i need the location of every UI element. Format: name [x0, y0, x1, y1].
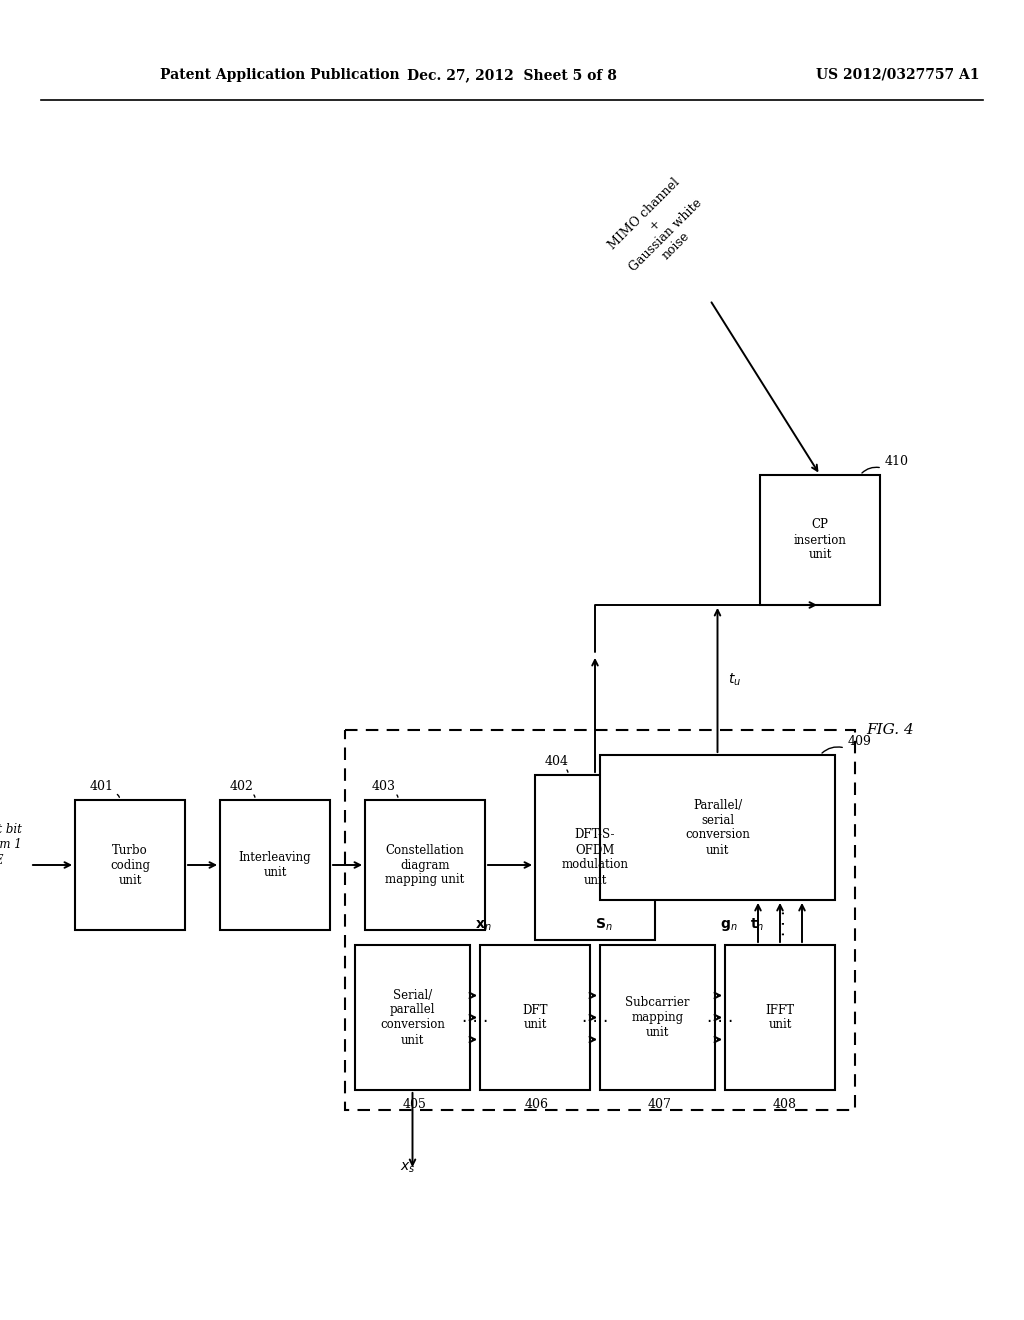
Bar	[480, 945, 590, 1090]
Text: Input bit
stream 1
UE: Input bit stream 1 UE	[0, 824, 22, 866]
Text: . . .: . . .	[582, 1008, 608, 1027]
Text: $\mathbf{x}_n$: $\mathbf{x}_n$	[475, 919, 492, 933]
Text: DFT
unit: DFT unit	[522, 1003, 548, 1031]
Text: US 2012/0327757 A1: US 2012/0327757 A1	[816, 69, 980, 82]
Text: . . .: . . .	[462, 1008, 488, 1027]
Text: 401: 401	[90, 780, 114, 793]
Text: Parallel/
serial
conversion
unit: Parallel/ serial conversion unit	[685, 799, 750, 857]
Text: $\mathbf{t}_n$: $\mathbf{t}_n$	[750, 916, 764, 933]
Text: MIMO channel
+
Gaussian white
noise: MIMO channel + Gaussian white noise	[605, 176, 715, 285]
Bar	[220, 800, 330, 931]
Text: 404: 404	[545, 755, 569, 768]
Text: Patent Application Publication: Patent Application Publication	[160, 69, 399, 82]
Text: FIG. 4: FIG. 4	[866, 723, 913, 737]
Bar	[75, 800, 185, 931]
Text: Dec. 27, 2012  Sheet 5 of 8: Dec. 27, 2012 Sheet 5 of 8	[408, 69, 616, 82]
Text: 407: 407	[648, 1098, 672, 1111]
Text: $x_s$: $x_s$	[399, 1160, 415, 1175]
Text: Serial/
parallel
conversion
unit: Serial/ parallel conversion unit	[380, 989, 445, 1047]
Bar	[355, 945, 470, 1090]
Text: CP
insertion
unit: CP insertion unit	[794, 519, 847, 561]
Bar	[535, 775, 655, 940]
Text: $\mathbf{S}_n$: $\mathbf{S}_n$	[595, 916, 612, 933]
Text: Subcarrier
mapping
unit: Subcarrier mapping unit	[626, 997, 690, 1039]
Text: IFFT
unit: IFFT unit	[765, 1003, 795, 1031]
Text: 403: 403	[372, 780, 396, 793]
Text: 406: 406	[525, 1098, 549, 1111]
Text: $\mathbf{g}_n$: $\mathbf{g}_n$	[720, 917, 737, 933]
Bar	[600, 945, 715, 1090]
Text: 402: 402	[230, 780, 254, 793]
Text: 409: 409	[848, 735, 871, 748]
Text: Constellation
diagram
mapping unit: Constellation diagram mapping unit	[385, 843, 465, 887]
Text: Interleaving
unit: Interleaving unit	[239, 851, 311, 879]
Text: $t_u$: $t_u$	[727, 672, 740, 688]
Text: 410: 410	[885, 455, 909, 469]
Text: 408: 408	[773, 1098, 797, 1111]
Bar	[725, 945, 835, 1090]
Text: . . .: . . .	[707, 1008, 733, 1027]
Bar	[345, 730, 855, 1110]
Bar	[365, 800, 485, 931]
Text: DFT-S-
OFDM
modulation
unit: DFT-S- OFDM modulation unit	[561, 829, 629, 887]
Text: . . .: . . .	[771, 909, 790, 936]
Text: 405: 405	[403, 1098, 427, 1111]
Text: Turbo
coding
unit: Turbo coding unit	[110, 843, 150, 887]
Bar	[600, 755, 835, 900]
Bar	[760, 475, 880, 605]
